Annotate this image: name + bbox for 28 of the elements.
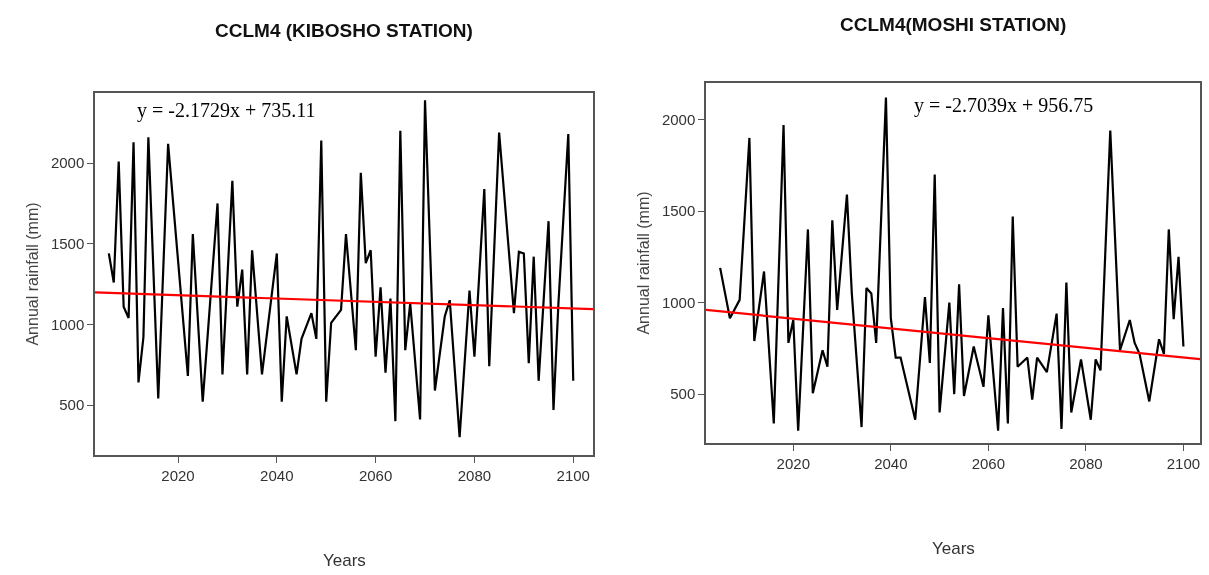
x-axis-title: Years	[323, 551, 366, 570]
y-tick-label: 1500	[50, 235, 85, 253]
y-tick-label: 2000	[661, 110, 696, 128]
y-tick-label: 1000	[661, 293, 696, 311]
chart-title: CCLM4(MOSHI STATION)	[840, 14, 1067, 35]
annotation: y = -2.7039x + 956.75	[914, 94, 1094, 117]
y-tick-label: 1000	[50, 315, 85, 333]
x-tick-label: 2100	[1166, 454, 1201, 472]
line-series	[719, 96, 1185, 432]
y-tick-label: 2000	[50, 154, 85, 172]
x-tick-label: 2080	[457, 466, 492, 484]
y-tick-label: 1500	[661, 202, 696, 220]
line-series	[107, 99, 575, 439]
annotation: y = -2.1729x + 735.11	[137, 99, 316, 122]
x-tick-label: 2060	[971, 454, 1006, 472]
y-axis-title: Annual rainfall (mm)	[24, 202, 42, 346]
chart-title: CCLM4 (KIBOSHO STATION)	[215, 20, 473, 41]
x-tick-label: 2060	[358, 466, 393, 484]
y-tick-label: 500	[670, 385, 696, 403]
y-tick-label: 500	[59, 396, 85, 414]
x-tick-label: 2020	[161, 466, 195, 484]
x-tick-label: 2100	[556, 466, 590, 484]
x-axis-title: Years	[932, 539, 975, 558]
x-tick-label: 2080	[1069, 454, 1103, 472]
x-tick-label: 2040	[874, 454, 908, 472]
x-tick-label: 2040	[260, 466, 294, 484]
y-axis-title: Annual rainfall (mm)	[635, 191, 653, 335]
x-tick-label: 2020	[776, 454, 810, 472]
